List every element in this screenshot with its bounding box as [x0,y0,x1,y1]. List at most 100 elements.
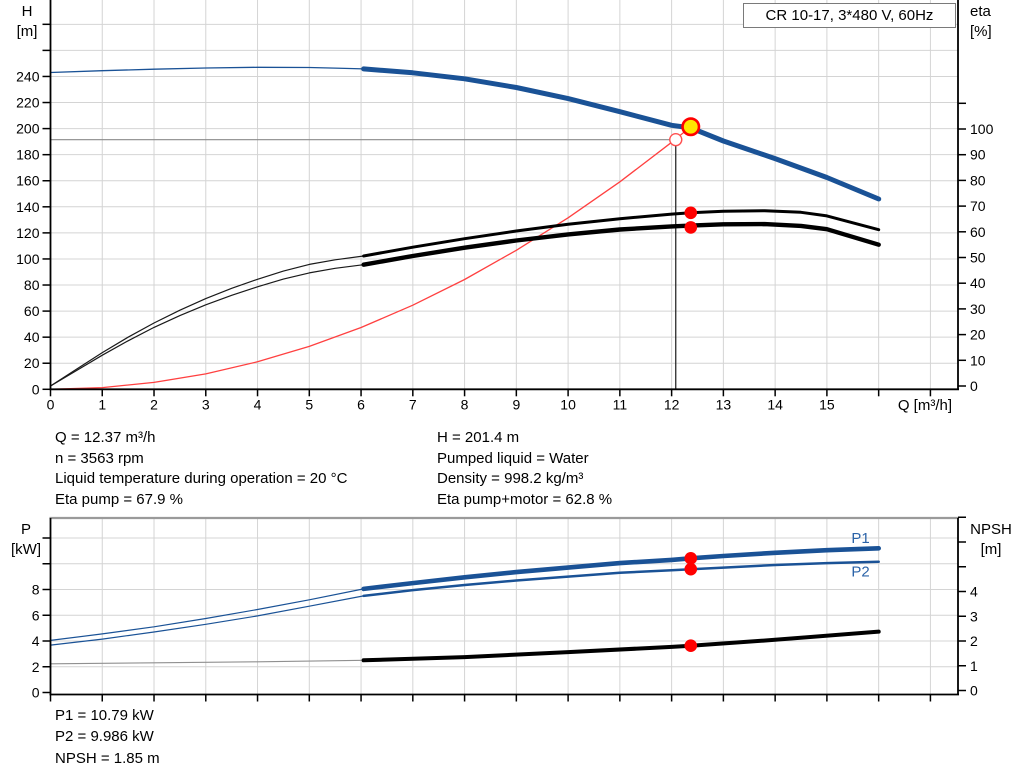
svg-text:100: 100 [16,251,40,267]
svg-text:40: 40 [970,275,986,291]
npsh-axis-title: NPSH [m] [960,520,1022,560]
svg-text:3: 3 [970,608,978,624]
svg-text:10: 10 [560,396,576,412]
head-axis-title: H [m] [6,2,48,42]
eta-axis-title: eta [%] [970,2,1020,42]
svg-text:6: 6 [357,396,365,412]
svg-text:20: 20 [24,355,40,371]
svg-text:4: 4 [970,584,978,600]
svg-text:4: 4 [254,396,262,412]
head-axis-title-line1: H [21,3,33,20]
head-curve-thin [49,66,365,74]
svg-text:2: 2 [970,633,978,649]
eta-pump-motor-curve-thin [49,264,365,387]
svg-text:80: 80 [970,172,986,188]
top-axes [49,0,959,391]
operating-point-marker [681,117,701,137]
svg-text:70: 70 [970,198,986,214]
svg-text:20: 20 [970,327,986,343]
eta-pump-curve-thin [49,255,365,387]
svg-text:14: 14 [767,396,783,412]
top-chart: 0 1 2 3 4 5 6 7 8 9 10 11 12 13 14 15020406080100120140… [16,0,994,412]
svg-text:0: 0 [970,378,978,394]
info-head: H = 201.4 m [437,429,520,446]
eta-pump-curve [362,209,881,258]
svg-text:30: 30 [970,301,986,317]
svg-text:0: 0 [32,381,40,397]
svg-text:3: 3 [202,396,210,412]
svg-text:0: 0 [32,685,40,701]
svg-text:40: 40 [24,329,40,345]
svg-text:2: 2 [32,659,40,675]
svg-text:140: 140 [16,199,40,215]
svg-text:6: 6 [32,607,40,623]
bottom-duty-dot-1 [684,562,698,576]
info-liquid-temperature: Liquid temperature during operation = 20… [55,470,348,488]
bottom-tick-labels: 0 2 4 6 8 0 1 2 3 4 [32,516,978,702]
svg-text:100: 100 [970,121,994,137]
svg-text:1: 1 [98,396,106,412]
series-label-p1: P1 [851,530,869,547]
svg-text:0: 0 [47,396,55,412]
eta-pump-motor-curve [361,221,881,267]
svg-text:8: 8 [461,396,469,412]
svg-text:12: 12 [664,396,680,412]
npsh-curve-thin [49,659,365,665]
power-info: P1 = 10.79 kW P2 = 9.986 kW NPSH = 1.85 … [55,705,160,769]
bottom-gridlines [50,518,958,695]
power-axis-title-line1: P [20,521,31,538]
info-flow: Q = 12.37 m³/h [55,429,156,446]
power-axis-title: P [kW] [4,520,48,560]
head-curve [361,66,882,202]
svg-text:0: 0 [970,683,978,699]
info-density: Density = 998.2 kg/m³ [437,470,584,488]
svg-text:5: 5 [305,396,313,412]
top-duty-dot-0 [684,206,698,220]
svg-text:80: 80 [24,277,40,293]
eta-axis-title-line2: [%] [970,23,992,40]
p1-curve [361,546,881,592]
info-speed: n = 3563 rpm [55,449,144,467]
svg-text:1: 1 [970,658,978,674]
duty-info-right: H = 201.4 m Pumped liquid = Water Densit… [437,428,612,510]
svg-text:120: 120 [16,225,40,241]
svg-text:180: 180 [16,147,40,163]
svg-text:60: 60 [24,303,40,319]
svg-text:90: 90 [970,147,986,163]
svg-text:50: 50 [970,250,986,266]
svg-text:4: 4 [32,633,40,649]
info-pumped-liquid: Pumped liquid = Water [437,449,589,467]
svg-text:15: 15 [819,396,835,412]
bottom-axes [49,518,959,696]
npsh-axis-title-line1: NPSH [970,521,1012,538]
p2-curve [362,560,880,598]
p2-curve-thin [49,595,365,646]
svg-text:7: 7 [409,396,417,412]
request-point-marker [669,132,683,147]
info-eta-pump: Eta pump = 67.9 % [55,490,183,508]
npsh-axis-title-line2: [m] [980,541,1002,558]
svg-text:8: 8 [32,582,40,598]
duty-info-left: Q = 12.37 m³/h n = 3563 rpm Liquid tempe… [55,428,347,510]
svg-text:160: 160 [16,173,40,189]
head-axis-title-line2: [m] [16,23,38,40]
bottom-duty-dot-2 [684,639,698,653]
svg-text:13: 13 [716,396,732,412]
svg-text:240: 240 [16,68,40,84]
svg-text:220: 220 [16,95,40,111]
npsh-curve [361,629,881,663]
svg-text:10: 10 [970,352,986,368]
top-gridlines [50,0,958,390]
info-npsh: NPSH = 1.85 m [55,749,160,767]
flow-axis-title: Q [m³/h] [897,397,952,414]
svg-text:60: 60 [970,224,986,240]
info-p2: P2 = 9.986 kW [55,728,154,746]
bottom-chart: 0 2 4 6 8 0 1 2 3 4 P1 P2 [32,516,978,702]
system-curve [49,126,692,390]
power-axis-title-line2: [kW] [11,541,41,558]
bottom-duty-dot-0 [684,552,698,565]
top-duty-dot-1 [684,221,698,234]
info-p1: P1 = 10.79 kW [55,707,154,724]
eta-axis-title-line1: eta [970,3,991,20]
